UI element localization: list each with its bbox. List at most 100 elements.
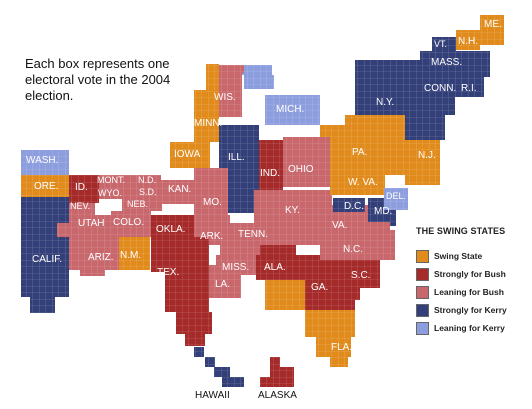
state-iowa xyxy=(170,132,210,168)
state-label-mich: MICH. xyxy=(276,104,304,115)
state-label-miss: MISS. xyxy=(222,262,249,273)
state-label-mont: MONT. xyxy=(97,175,125,185)
legend-item-strong-bush: Strongly for Bush xyxy=(416,267,530,281)
state-tex xyxy=(151,237,212,346)
state-tenn xyxy=(230,223,360,255)
legend: THE SWING STATES Swing State Strongly fo… xyxy=(416,226,530,340)
state-label-w-va: W. VA. xyxy=(348,177,378,188)
state-label-ohio: OHIO xyxy=(288,164,314,175)
state-label-ariz: ARIZ. xyxy=(88,252,114,263)
state-label-ark: ARK. xyxy=(200,231,223,242)
state-conn xyxy=(420,77,458,97)
state-mo xyxy=(194,168,228,215)
state-wash xyxy=(21,150,69,175)
state-label-wash: WASH. xyxy=(26,155,58,166)
state-ky xyxy=(254,190,332,223)
legend-swatch-swing xyxy=(416,249,429,263)
state-utah xyxy=(57,215,111,237)
state-miss xyxy=(216,245,256,275)
intro-text: Each box represents one electoral vote i… xyxy=(25,56,171,103)
state-label-s-d: S.D. xyxy=(139,187,157,197)
state-kan xyxy=(161,180,194,204)
state-alaska xyxy=(260,357,294,387)
state-label-colo: COLO. xyxy=(113,217,144,228)
state-label-okla: OKLA. xyxy=(156,224,185,235)
state-ore xyxy=(21,175,69,197)
state-label-md: MD. xyxy=(374,206,392,217)
legend-item-swing: Swing State xyxy=(416,249,530,263)
state-mass xyxy=(420,51,490,77)
state-wyo xyxy=(99,187,131,199)
state-label-ill: ILL. xyxy=(228,152,245,163)
state-del xyxy=(384,188,408,210)
state-ohio xyxy=(283,137,330,187)
state-label-r-i: R.I. xyxy=(461,83,477,94)
legend-swatch-strong-kerry xyxy=(416,303,429,317)
state-n-h xyxy=(456,30,480,50)
state-label-n-m: N.M. xyxy=(120,250,141,261)
state-ind xyxy=(259,140,283,190)
state-label-wyo: WYO. xyxy=(98,188,122,198)
state-minn xyxy=(194,64,219,142)
state-hawaii xyxy=(194,347,244,387)
state-label-hawaii: HAWAII xyxy=(195,390,230,401)
state-me xyxy=(480,15,504,45)
legend-label-lean-bush: Leaning for Bush xyxy=(434,287,504,297)
state-label-mo: MO. xyxy=(203,197,222,208)
state-label-n-j: N.J. xyxy=(418,150,436,161)
state-label-n-y: N.Y. xyxy=(376,97,394,108)
state-n-d xyxy=(131,175,161,187)
state-label-nev: NEV. xyxy=(70,201,90,211)
state-label-vt: VT. xyxy=(434,39,447,49)
state-vt xyxy=(432,37,456,51)
state-label-n-d: N.D. xyxy=(138,175,156,185)
state-label-calif: CALIF. xyxy=(32,254,62,265)
state-label-mass: MASS. xyxy=(431,57,462,68)
state-ala xyxy=(256,245,296,280)
legend-label-swing: Swing State xyxy=(434,251,483,261)
state-label-n-h: N.H. xyxy=(458,36,478,47)
legend-item-lean-bush: Leaning for Bush xyxy=(416,285,530,299)
state-label-del: DEL. xyxy=(386,191,406,201)
state-id xyxy=(69,175,99,203)
state-label-alaska: ALASKA xyxy=(258,390,297,401)
state-label-id: ID. xyxy=(75,182,88,193)
state-label-ky: KY. xyxy=(285,205,300,216)
state-label-kan: KAN. xyxy=(168,184,191,195)
legend-swatch-lean-kerry xyxy=(416,321,429,335)
state-mont xyxy=(99,175,131,187)
legend-label-lean-kerry: Leaning for Kerry xyxy=(434,323,505,333)
state-label-la: LA. xyxy=(215,279,230,290)
state-label-d-c: D.C. xyxy=(344,201,364,212)
state-nev xyxy=(69,203,95,215)
state-label-ala: ALA. xyxy=(264,262,286,273)
legend-item-strong-kerry: Strongly for Kerry xyxy=(416,303,530,317)
state-label-n-c: N.C. xyxy=(343,244,363,255)
state-label-s-c: S.C. xyxy=(351,270,370,281)
state-n-j xyxy=(405,140,440,185)
state-label-fla: FLA. xyxy=(331,342,352,353)
legend-swatch-lean-bush xyxy=(416,285,429,299)
state-label-minn: MINN. xyxy=(194,118,222,129)
state-fla xyxy=(265,280,355,367)
state-label-utah: UTAH xyxy=(78,218,104,229)
legend-item-lean-kerry: Leaning for Kerry xyxy=(416,321,530,335)
state-mich xyxy=(232,65,320,125)
state-label-conn: CONN. xyxy=(424,83,456,94)
legend-swatch-strong-bush xyxy=(416,267,429,281)
state-label-va: VA. xyxy=(332,220,347,231)
state-label-me: ME. xyxy=(484,19,502,30)
state-md xyxy=(368,198,396,226)
state-label-neb: NEB. xyxy=(127,199,148,209)
legend-label-strong-bush: Strongly for Bush xyxy=(434,269,506,279)
state-r-i xyxy=(458,77,484,97)
state-pa xyxy=(320,115,410,175)
state-label-iowa: IOWA xyxy=(174,149,201,160)
state-label-tenn: TENN. xyxy=(238,229,268,240)
state-neb xyxy=(122,199,162,211)
legend-title: THE SWING STATES xyxy=(416,226,506,236)
state-label-ga: GA. xyxy=(311,282,328,293)
state-label-ind: IND. xyxy=(260,168,280,179)
state-label-wis: WIS. xyxy=(214,92,236,103)
